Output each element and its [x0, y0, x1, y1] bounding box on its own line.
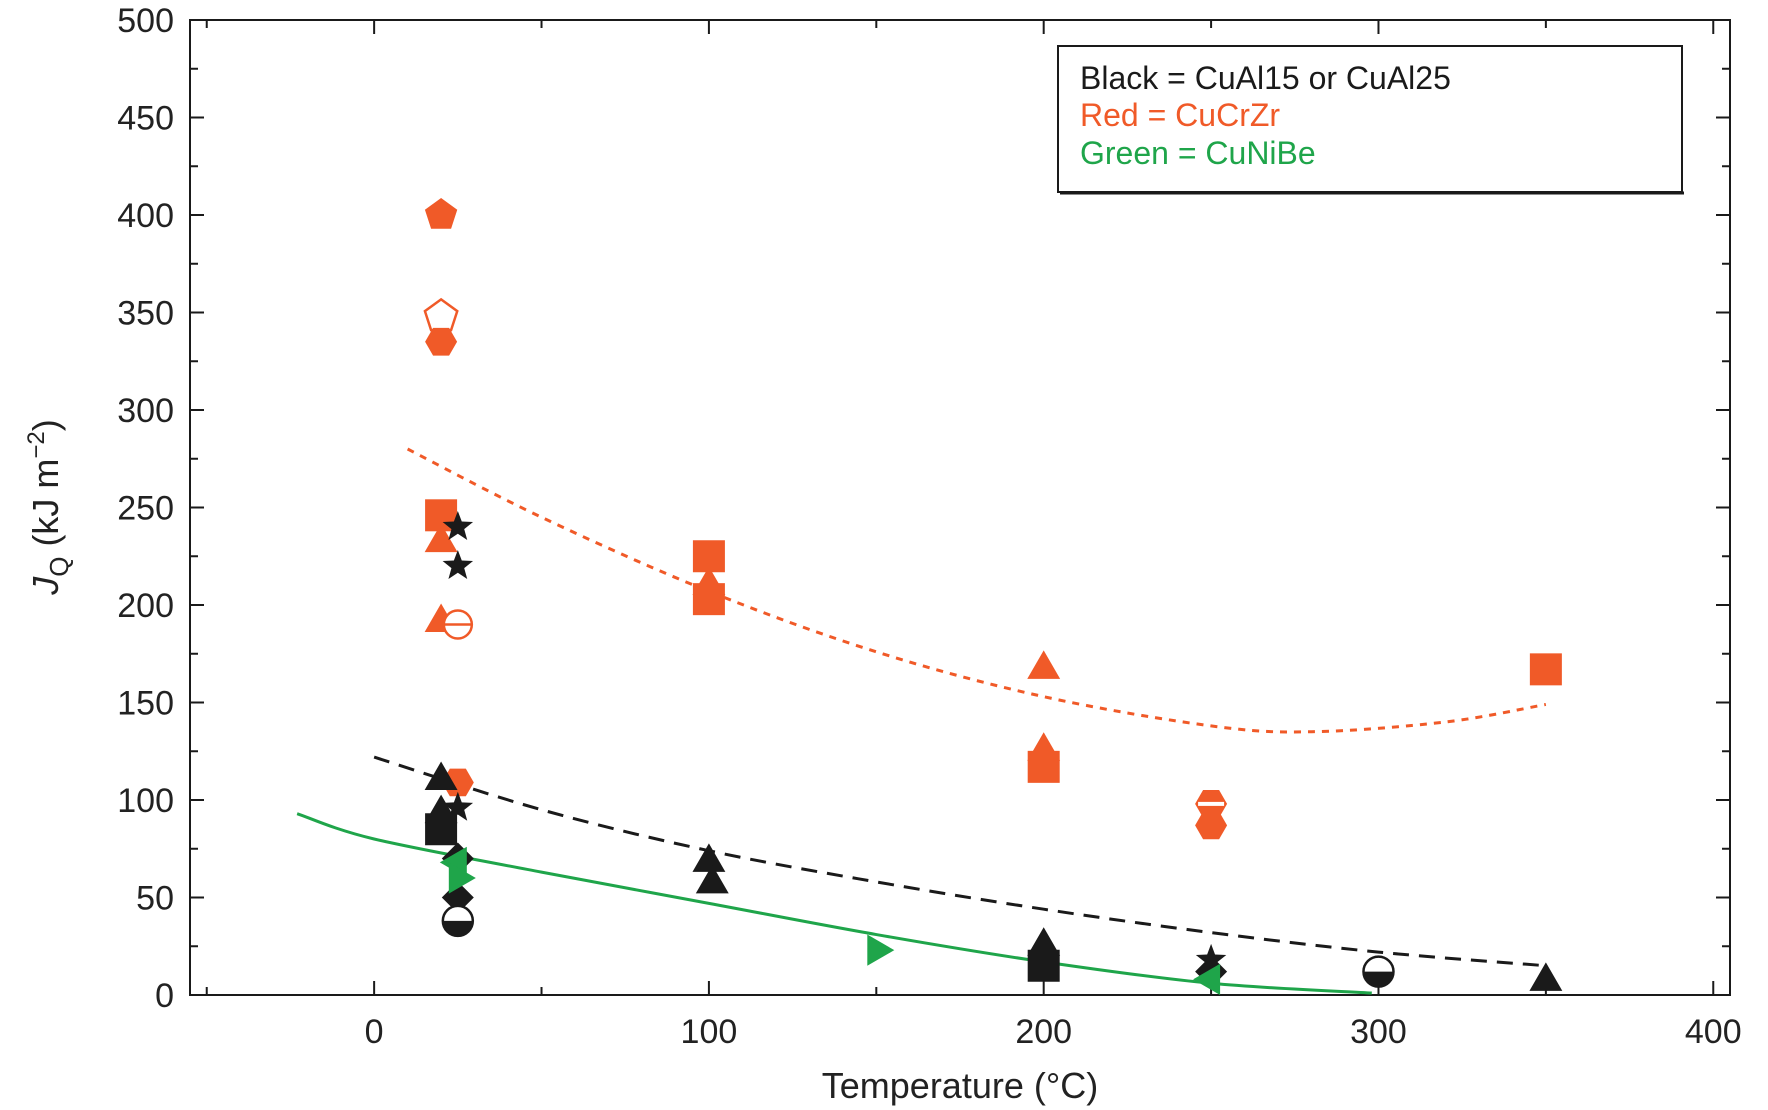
fit-curve-red — [406, 447, 1547, 734]
data-point-triangle-right — [448, 862, 476, 894]
data-point-triangle-right — [867, 934, 895, 966]
data-point-star — [442, 791, 474, 821]
legend-entry-black: Black = CuAl15 or CuAl25 — [1080, 60, 1451, 96]
data-point-square — [1027, 750, 1060, 783]
y-tick-label: 250 — [117, 490, 174, 528]
x-tick-label: 100 — [681, 1013, 738, 1051]
data-point-triangle-up — [695, 864, 729, 894]
data-point-circle-half-open — [442, 609, 474, 640]
data-points — [423, 198, 1563, 995]
data-point-square — [425, 813, 458, 846]
fit-lines — [296, 447, 1547, 995]
y-axis-title-exponent: −2 — [23, 431, 50, 458]
x-axis-title: Temperature (°C) — [822, 1065, 1098, 1106]
y-axis-title-close: ) — [25, 419, 66, 431]
x-tick-label: 300 — [1350, 1013, 1407, 1051]
data-point-triangle-up — [692, 843, 726, 872]
data-point-hexagon — [1195, 811, 1228, 840]
data-point-square — [692, 583, 725, 616]
data-point-triangle-up — [424, 523, 458, 553]
data-point-circle-half — [441, 904, 475, 938]
tick-labels: 0 50 100 150 200 250 300 350 400 450 500 0 100 200 300… — [117, 2, 1741, 1051]
legend: Black = CuAl15 or CuAl25 Red = CuCrZr Gr… — [1057, 45, 1684, 195]
legend-entry-red: Red = CuCrZr — [1080, 97, 1280, 133]
data-point-triangle-up — [424, 761, 458, 790]
data-point-star — [442, 550, 474, 579]
data-point-triangle-up — [1027, 650, 1061, 679]
y-axis-title-symbol: J — [25, 576, 66, 596]
x-tick-label: 200 — [1015, 1013, 1072, 1051]
data-point-triangle-up — [1529, 962, 1563, 991]
y-axis-title-subscript: Q — [44, 557, 74, 577]
fit-curve-black — [373, 755, 1546, 968]
y-tick-label: 150 — [117, 685, 174, 723]
fit-curve-green — [296, 812, 1372, 995]
data-point-triangle-up — [1027, 927, 1061, 956]
legend-box — [1057, 45, 1683, 193]
y-tick-label: 300 — [117, 392, 174, 430]
data-point-hexagon-split — [1195, 790, 1228, 818]
data-point-pentagon — [424, 198, 458, 229]
y-tick-label: 0 — [155, 977, 174, 1015]
data-point-hexagon — [425, 327, 458, 356]
y-tick-label: 100 — [117, 782, 174, 820]
x-tick-label: 0 — [365, 1013, 384, 1051]
y-tick-label: 450 — [117, 100, 174, 138]
y-tick-label: 200 — [117, 587, 174, 625]
x-tick-label: 400 — [1685, 1013, 1742, 1051]
y-axis-title: JQ (kJ m−2) — [23, 419, 74, 596]
y-tick-label: 50 — [136, 880, 174, 918]
legend-entry-green: Green = CuNiBe — [1080, 135, 1316, 171]
data-point-pentagon-open — [423, 297, 459, 332]
y-tick-label: 500 — [117, 2, 174, 40]
data-point-star — [442, 511, 474, 540]
y-axis-title-unit: (kJ m — [25, 459, 66, 557]
data-point-square — [1529, 653, 1562, 686]
y-tick-label: 400 — [117, 197, 174, 235]
data-point-square — [1027, 949, 1060, 982]
data-point-circle-half — [1362, 955, 1395, 988]
data-point-triangle-left — [1193, 963, 1221, 995]
y-tick-label: 350 — [117, 295, 174, 333]
